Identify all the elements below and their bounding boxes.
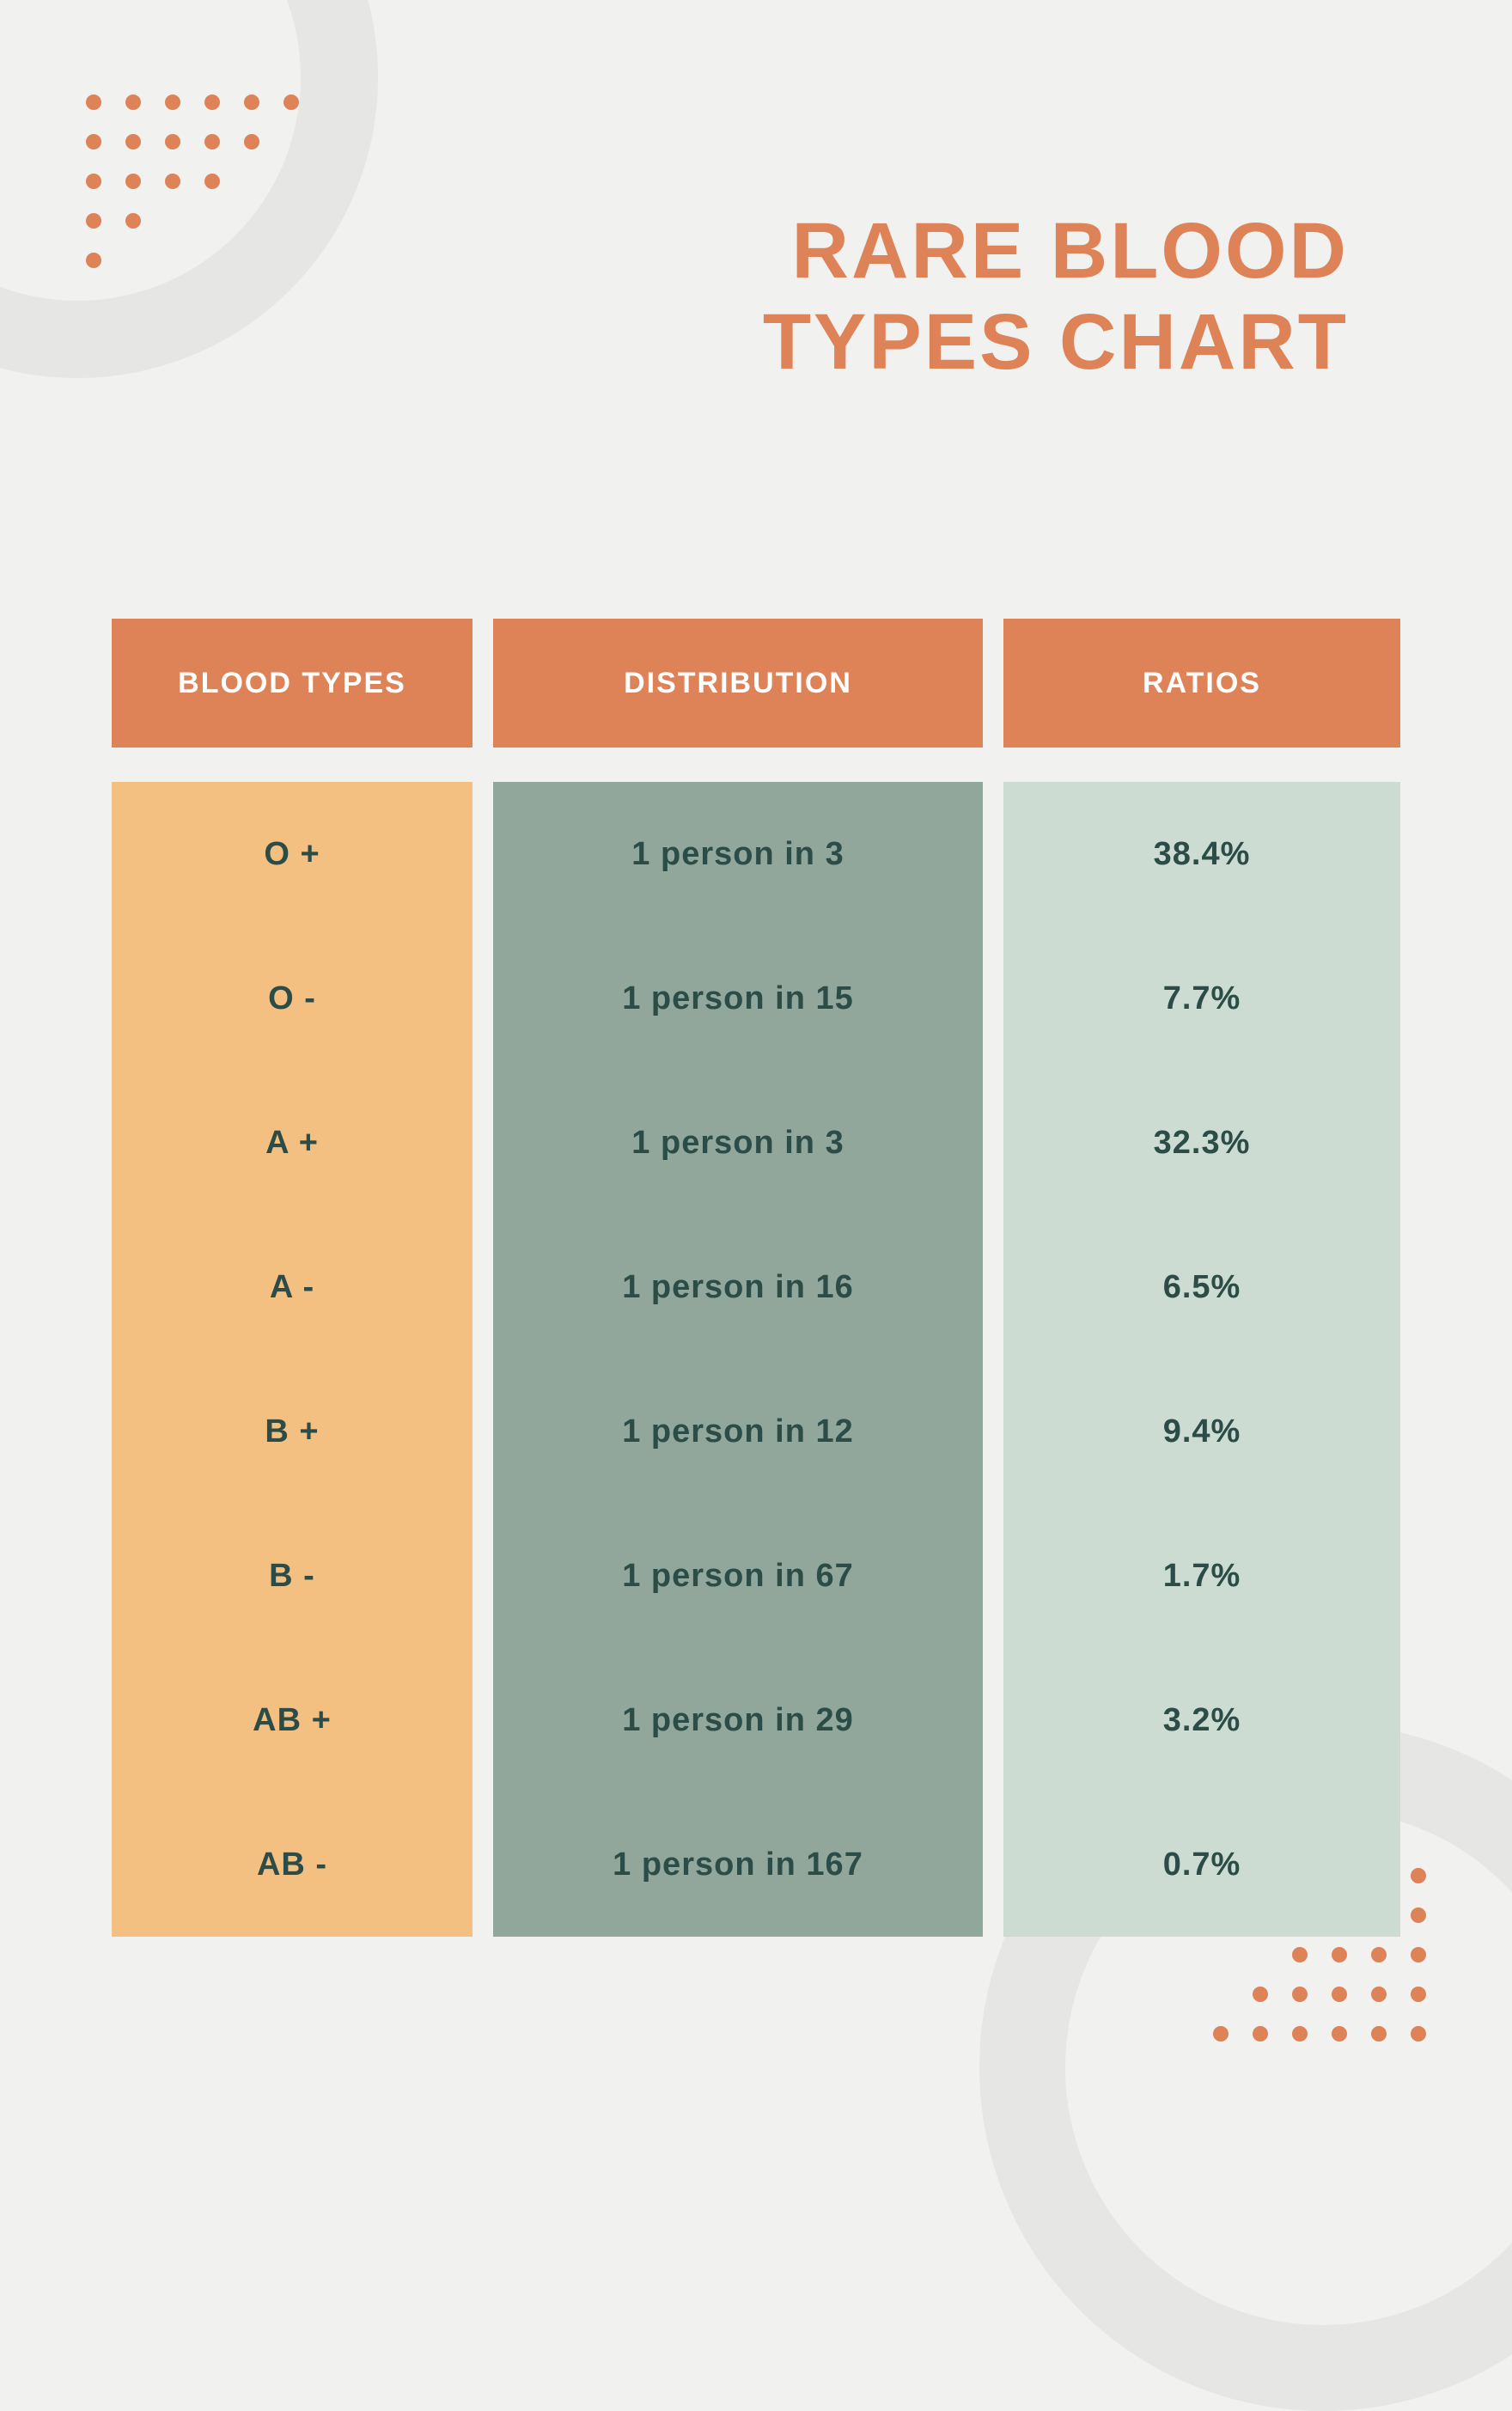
decor-dot-row bbox=[86, 253, 299, 268]
decor-dot bbox=[284, 95, 299, 110]
column-header-distribution: DISTRIBUTION bbox=[493, 619, 983, 748]
table-column-distribution: 1 person in 31 person in 151 person in 3… bbox=[493, 782, 983, 1937]
decor-dot bbox=[1332, 1987, 1347, 2002]
cell-ratio: 32.3% bbox=[1003, 1071, 1400, 1215]
decor-dot bbox=[86, 95, 101, 110]
cell-ratio: 1.7% bbox=[1003, 1504, 1400, 1648]
decor-dot bbox=[1253, 2026, 1268, 2042]
cell-blood-type: O - bbox=[112, 926, 472, 1071]
cell-distribution: 1 person in 16 bbox=[493, 1215, 983, 1359]
decor-dot bbox=[1292, 2026, 1308, 2042]
decor-dot-row bbox=[1292, 1947, 1426, 1962]
decor-dot bbox=[86, 213, 101, 229]
cell-blood-type: A - bbox=[112, 1215, 472, 1359]
cell-ratio: 3.2% bbox=[1003, 1648, 1400, 1792]
decor-dot bbox=[165, 134, 180, 150]
decor-dot-row bbox=[86, 174, 299, 189]
decor-dot-row bbox=[86, 95, 299, 110]
decor-dot bbox=[1411, 1907, 1426, 1923]
decor-dots-top-left bbox=[86, 95, 299, 268]
cell-blood-type: A + bbox=[112, 1071, 472, 1215]
cell-blood-type: AB - bbox=[112, 1792, 472, 1937]
decor-dot bbox=[86, 134, 101, 150]
blood-types-table: BLOOD TYPES DISTRIBUTION RATIOS O +O -A … bbox=[112, 619, 1400, 1937]
cell-distribution: 1 person in 3 bbox=[493, 782, 983, 926]
decor-dot bbox=[1332, 2026, 1347, 2042]
cell-blood-type: O + bbox=[112, 782, 472, 926]
cell-distribution: 1 person in 3 bbox=[493, 1071, 983, 1215]
table-column-blood-types: O +O -A +A -B +B -AB +AB - bbox=[112, 782, 472, 1937]
decor-dot bbox=[1371, 1987, 1387, 2002]
decor-dot bbox=[125, 174, 141, 189]
cell-blood-type: B + bbox=[112, 1359, 472, 1504]
decor-dot bbox=[125, 213, 141, 229]
column-header-blood-types: BLOOD TYPES bbox=[112, 619, 472, 748]
decor-dot-row bbox=[86, 213, 299, 229]
cell-distribution: 1 person in 67 bbox=[493, 1504, 983, 1648]
decor-dot bbox=[165, 174, 180, 189]
decor-dot bbox=[244, 95, 259, 110]
cell-ratio: 38.4% bbox=[1003, 782, 1400, 926]
decor-dot bbox=[1253, 1987, 1268, 2002]
decor-dot bbox=[1292, 1987, 1308, 2002]
cell-distribution: 1 person in 167 bbox=[493, 1792, 983, 1937]
decor-dot bbox=[1411, 1987, 1426, 2002]
cell-ratio: 7.7% bbox=[1003, 926, 1400, 1071]
decor-dot bbox=[86, 253, 101, 268]
decor-dot bbox=[204, 95, 220, 110]
cell-ratio: 9.4% bbox=[1003, 1359, 1400, 1504]
decor-dot-row bbox=[1213, 2026, 1426, 2042]
column-header-ratios: RATIOS bbox=[1003, 619, 1400, 748]
decor-dot bbox=[1292, 1947, 1308, 1962]
decor-dot bbox=[1371, 2026, 1387, 2042]
table-header-row: BLOOD TYPES DISTRIBUTION RATIOS bbox=[112, 619, 1400, 748]
decor-dot bbox=[1411, 2026, 1426, 2042]
decor-dot bbox=[165, 95, 180, 110]
decor-dot bbox=[1332, 1947, 1347, 1962]
decor-dot-row bbox=[86, 134, 299, 150]
title-line-1: RARE BLOOD bbox=[763, 206, 1349, 297]
table-body: O +O -A +A -B +B -AB +AB - 1 person in 3… bbox=[112, 782, 1400, 1937]
cell-blood-type: B - bbox=[112, 1504, 472, 1648]
decor-dot bbox=[1371, 1947, 1387, 1962]
decor-dot-row bbox=[1253, 1987, 1426, 2002]
cell-distribution: 1 person in 12 bbox=[493, 1359, 983, 1504]
decor-dot bbox=[125, 95, 141, 110]
decor-dot-row bbox=[1411, 1868, 1426, 1883]
cell-distribution: 1 person in 15 bbox=[493, 926, 983, 1071]
decor-dot bbox=[1411, 1868, 1426, 1883]
page-title: RARE BLOOD TYPES CHART bbox=[763, 206, 1349, 388]
decor-dot bbox=[1411, 1947, 1426, 1962]
decor-dot bbox=[204, 174, 220, 189]
decor-dot bbox=[86, 174, 101, 189]
table-column-ratios: 38.4%7.7%32.3%6.5%9.4%1.7%3.2%0.7% bbox=[1003, 782, 1400, 1937]
decor-dot bbox=[244, 134, 259, 150]
decor-dot bbox=[1213, 2026, 1228, 2042]
cell-ratio: 6.5% bbox=[1003, 1215, 1400, 1359]
decor-dot bbox=[125, 134, 141, 150]
cell-ratio: 0.7% bbox=[1003, 1792, 1400, 1937]
title-line-2: TYPES CHART bbox=[763, 297, 1349, 388]
cell-distribution: 1 person in 29 bbox=[493, 1648, 983, 1792]
decor-dot bbox=[204, 134, 220, 150]
cell-blood-type: AB + bbox=[112, 1648, 472, 1792]
